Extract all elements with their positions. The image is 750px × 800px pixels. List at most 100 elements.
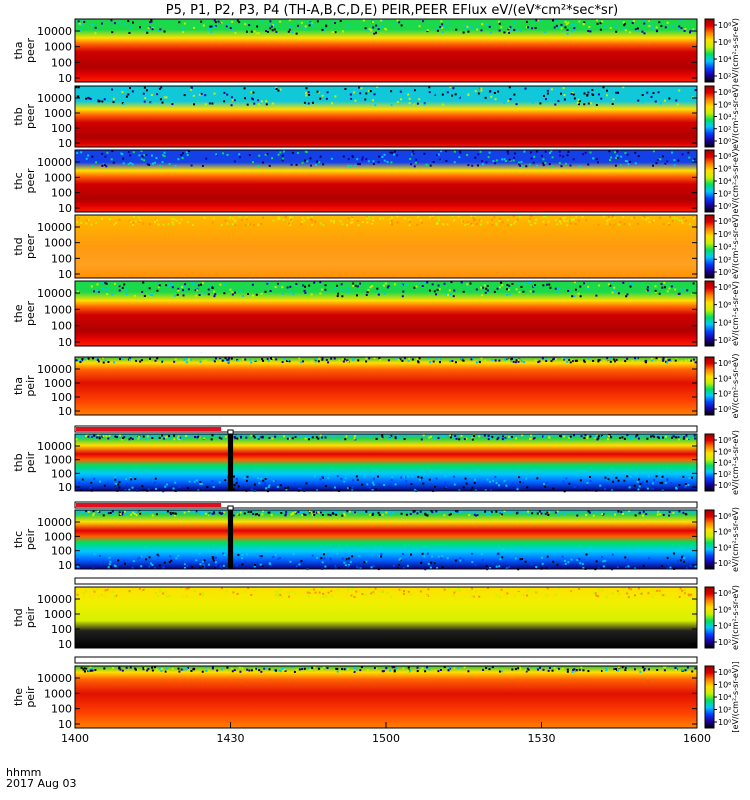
colorbar-unit-label: eV/(cm²-s-sr-eV)	[731, 354, 740, 419]
energy-tick-label: 1000	[44, 377, 72, 390]
colorbar-unit-label: eV/(cm²-s-sr-eV)	[731, 149, 740, 214]
time-tick-label: 1600	[683, 732, 711, 745]
colorbar-unit-label: eV/(cm²-s-sr-eV)	[731, 18, 740, 83]
energy-tick-label: 100	[51, 467, 72, 480]
panel-frame	[74, 356, 698, 416]
colorbar-tick-label: 10⁶	[718, 230, 731, 239]
spectrogram-noise	[76, 150, 696, 168]
colorbar-unit-label: [eV/(cm²-s-sr-eV)]	[731, 661, 740, 732]
panel-probe-label: thb	[12, 107, 25, 125]
energy-tick-label: 10000	[37, 440, 72, 453]
spectrogram-panel: 10 100 1000 10000 thc peer 10⁸ 10⁶ 10⁴ 10² 10⁰ eV/(…	[12, 149, 740, 215]
colorbar-tick-label: 10²	[718, 470, 731, 479]
energy-tick-label: 1000	[44, 107, 72, 120]
colorbar-unit-label: eV/(cm²-s-sr-eV)	[731, 585, 740, 650]
colorbar-tick-label: 10⁸	[718, 436, 731, 445]
colorbar	[704, 149, 715, 213]
colorbar-tick-label: 10²	[718, 72, 731, 81]
colorbar-tick-label: 10⁸	[718, 88, 731, 97]
spectrogram-noise	[76, 281, 695, 298]
spectrogram-noise	[75, 587, 697, 599]
energy-tick-label: 10000	[37, 92, 72, 105]
energy-tick-label: 10	[58, 718, 72, 731]
time-axis-label-date: 2017 Aug 03	[6, 777, 76, 790]
colorbar-tick-label: 10⁴	[718, 459, 731, 468]
panel-probe-label: thd	[12, 608, 25, 626]
colorbar-tick-label: 10⁴	[718, 177, 731, 186]
colorbar-tick-label: 10⁶	[718, 301, 731, 310]
energy-tick-label: 10	[58, 72, 72, 85]
spectrogram-image	[75, 281, 697, 346]
panel-probe-label: thb	[12, 453, 25, 471]
colorbar-unit-label: eV/(cm²-s-sr-eV)	[731, 507, 740, 572]
colorbar-tick-label: 10⁸	[718, 668, 731, 677]
colorbar-tick-label: 10⁰	[718, 137, 731, 146]
time-axis-label-hhmm: hhmm	[6, 766, 41, 779]
energy-tick-label: 10000	[37, 221, 72, 234]
spectrogram-image	[75, 434, 697, 491]
energy-tick-label: 1000	[44, 530, 72, 543]
energy-tick-label: 100	[51, 320, 72, 333]
colorbar-tick-label: 10⁴	[718, 693, 731, 702]
panel-frame	[74, 18, 698, 83]
energy-tick-label: 10000	[37, 672, 72, 685]
colorbar	[704, 665, 715, 729]
panel-product-label: peir	[24, 686, 37, 708]
energy-tick-label: 100	[51, 122, 72, 135]
colorbar-tick-label: 10⁸	[718, 512, 731, 521]
panel-frame	[74, 214, 698, 279]
colorbar-tick-label: 10⁶	[718, 681, 731, 690]
panel-product-label: peir	[24, 528, 37, 550]
spectrogram-noise	[76, 215, 695, 227]
energy-tick-label: 100	[51, 56, 72, 69]
time-tick-label: 1430	[217, 732, 245, 745]
energy-tick-label: 10000	[37, 25, 72, 38]
colorbar-tick-label: 10²	[718, 559, 731, 568]
colorbar-unit-label: eV/(cm²-s-sr-eV)	[731, 281, 740, 346]
spectrogram-noise	[75, 434, 697, 493]
spectrogram-panel: 10 100 1000 10000 the peer 10⁸ 10⁶ 10⁴ 10² eV/(cm²…	[12, 280, 740, 349]
energy-tick-label: 100	[51, 623, 72, 636]
panel-frame	[74, 85, 698, 148]
energy-tick-label: 1000	[44, 303, 72, 316]
colorbar-tick-label: 10²	[718, 638, 731, 647]
colorbar-tick-label: 10⁶	[718, 359, 731, 368]
energy-tick-label: 10000	[37, 363, 72, 376]
colorbar-tick-label: 10²	[718, 190, 731, 199]
energy-tick-label: 10	[58, 202, 72, 215]
energy-tick-label: 10	[58, 336, 72, 349]
energy-tick-label: 10000	[37, 593, 72, 606]
energy-tick-label: 10	[58, 481, 72, 494]
colorbar-tick-label: 10⁸	[718, 589, 731, 598]
energy-tick-label: 100	[51, 187, 72, 200]
colorbar	[704, 433, 715, 492]
colorbar	[704, 356, 715, 416]
panel-probe-label: thc	[12, 172, 25, 189]
colorbar-tick-label: 10⁶	[718, 100, 731, 109]
panel-product-label: peer	[24, 234, 37, 260]
spectrogram-panel: 10 100 1000 10000 thd peer 10⁸ 10⁶ 10⁴ 10² 10⁰ eV/(…	[12, 214, 740, 281]
colorbar-tick-label: 10⁰	[718, 405, 731, 414]
energy-tick-label: 100	[51, 703, 72, 716]
spectrogram-panel: 10 100 1000 10000 thd peir 10⁸ 10⁶ 10⁴ 10² eV/(cm²…	[12, 585, 740, 651]
figure-title: P5, P1, P2, P3, P4 (TH-A,B,C,D,E) PEIR,P…	[166, 3, 619, 18]
panel-probe-label: the	[12, 304, 25, 322]
colorbar-tick-label: 10⁴	[718, 622, 731, 631]
colorbar-tick-label: 10⁴	[718, 113, 731, 122]
spectrogram-noise	[75, 357, 697, 364]
panel-probe-label: thc	[12, 531, 25, 548]
panel-frame	[74, 149, 698, 213]
colorbar-tick-label: 10⁸	[718, 217, 731, 226]
colorbar-tick-label: 10²	[718, 336, 731, 345]
colorbar	[704, 280, 715, 347]
energy-tick-label: 1000	[44, 171, 72, 184]
panel-product-label: peir	[24, 451, 37, 473]
panel-frame	[74, 586, 698, 649]
energy-tick-label: 1000	[44, 608, 72, 621]
colorbar-unit-label: eV/(cm²-s-sr-eV)	[731, 430, 740, 495]
colorbar-tick-label: 10⁴	[718, 543, 731, 552]
energy-tick-label: 100	[51, 252, 72, 265]
